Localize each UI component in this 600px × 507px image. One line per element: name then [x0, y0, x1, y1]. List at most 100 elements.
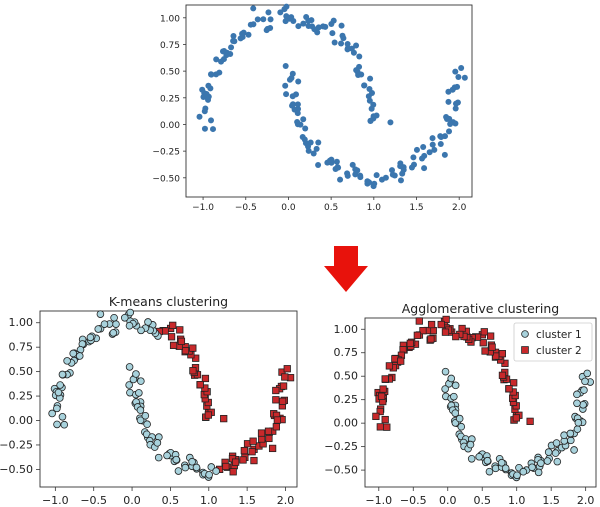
legend — [513, 322, 593, 362]
data-point — [205, 96, 212, 103]
data-point — [466, 440, 475, 449]
data-point — [381, 415, 389, 424]
data-point — [377, 392, 386, 400]
data-point — [268, 444, 277, 453]
data-point — [86, 333, 95, 342]
data-point — [452, 120, 459, 127]
data-point — [467, 454, 476, 463]
data-point — [370, 101, 377, 108]
data-point — [426, 149, 433, 156]
data-point — [441, 151, 448, 158]
y-tick-label: 0.50 — [334, 370, 359, 383]
data-point — [455, 73, 462, 80]
data-point — [488, 343, 496, 351]
data-point — [110, 314, 118, 322]
data-point — [498, 371, 507, 379]
data-point — [125, 363, 134, 371]
data-point — [366, 179, 373, 186]
data-point — [203, 90, 210, 97]
data-point — [141, 411, 150, 420]
data-point — [192, 463, 201, 472]
data-point — [265, 9, 272, 16]
data-point — [458, 64, 465, 71]
arrow-down-icon — [324, 246, 368, 292]
data-point — [53, 404, 61, 413]
data-point — [356, 53, 363, 60]
data-point — [112, 320, 120, 328]
x-tick-label: −1.0 — [365, 494, 392, 507]
data-point — [383, 423, 391, 431]
chart-title: Agglomerative clustering — [402, 301, 559, 316]
data-point — [387, 119, 394, 126]
data-point — [340, 35, 347, 42]
data-point — [420, 144, 427, 151]
y-tick-label: −0.50 — [152, 174, 180, 184]
data-point — [219, 48, 226, 55]
data-point — [240, 446, 248, 455]
data-point — [379, 385, 387, 393]
data-point — [458, 324, 466, 333]
data-point — [227, 51, 234, 58]
x-tick-label: 0.0 — [281, 203, 296, 213]
data-point — [580, 386, 588, 394]
x-tick-label: 0.5 — [162, 494, 180, 507]
data-point — [452, 332, 460, 341]
data-point — [272, 386, 280, 395]
arrow-down-shape — [324, 246, 368, 292]
data-point — [120, 313, 129, 322]
data-point — [315, 161, 322, 168]
data-point — [63, 357, 71, 365]
data-point — [419, 327, 427, 335]
x-tick-label: 1.0 — [200, 494, 218, 507]
x-tick-label: 1.5 — [542, 494, 560, 507]
data-point — [289, 70, 296, 77]
data-point — [446, 115, 453, 122]
data-point — [212, 467, 220, 475]
data-point — [519, 467, 528, 476]
data-point — [294, 121, 301, 128]
data-point — [267, 16, 274, 23]
data-point — [450, 392, 458, 401]
y-tick-label: 0.25 — [334, 393, 359, 406]
data-point — [169, 341, 178, 350]
data-point — [373, 172, 380, 179]
data-point — [491, 464, 500, 473]
data-point — [136, 416, 145, 425]
data-point — [48, 409, 56, 418]
data-point — [58, 370, 67, 379]
x-tick-label: −0.5 — [80, 494, 107, 507]
legend-label: cluster 2 — [536, 345, 582, 357]
data-point — [204, 411, 212, 419]
data-point — [213, 56, 220, 63]
data-point — [196, 113, 203, 120]
data-point — [452, 68, 459, 75]
x-tick-label: 1.0 — [367, 203, 382, 213]
y-tick-label: 1.00 — [334, 323, 359, 336]
data-point — [574, 418, 583, 427]
data-point — [245, 31, 252, 38]
data-point — [497, 458, 506, 467]
data-point — [331, 39, 338, 46]
data-point — [273, 416, 281, 424]
data-point — [264, 25, 271, 32]
data-point — [324, 159, 331, 166]
data-point — [560, 431, 568, 439]
data-point — [250, 456, 258, 465]
data-point — [281, 373, 289, 381]
data-point — [573, 425, 582, 433]
y-tick-label: −0.25 — [324, 440, 358, 453]
data-point — [230, 38, 237, 45]
data-point — [415, 317, 423, 325]
data-point — [441, 385, 449, 393]
data-point — [454, 83, 461, 90]
data-point — [295, 23, 302, 30]
data-point — [189, 367, 197, 375]
data-point — [143, 420, 151, 429]
data-point — [135, 389, 143, 397]
y-tick-label: −0.25 — [152, 148, 180, 158]
data-point — [230, 33, 237, 40]
x-tick-label: 0.0 — [123, 494, 141, 507]
x-tick-label: −1.0 — [42, 494, 69, 507]
data-point — [376, 407, 384, 416]
data-point — [300, 20, 307, 27]
